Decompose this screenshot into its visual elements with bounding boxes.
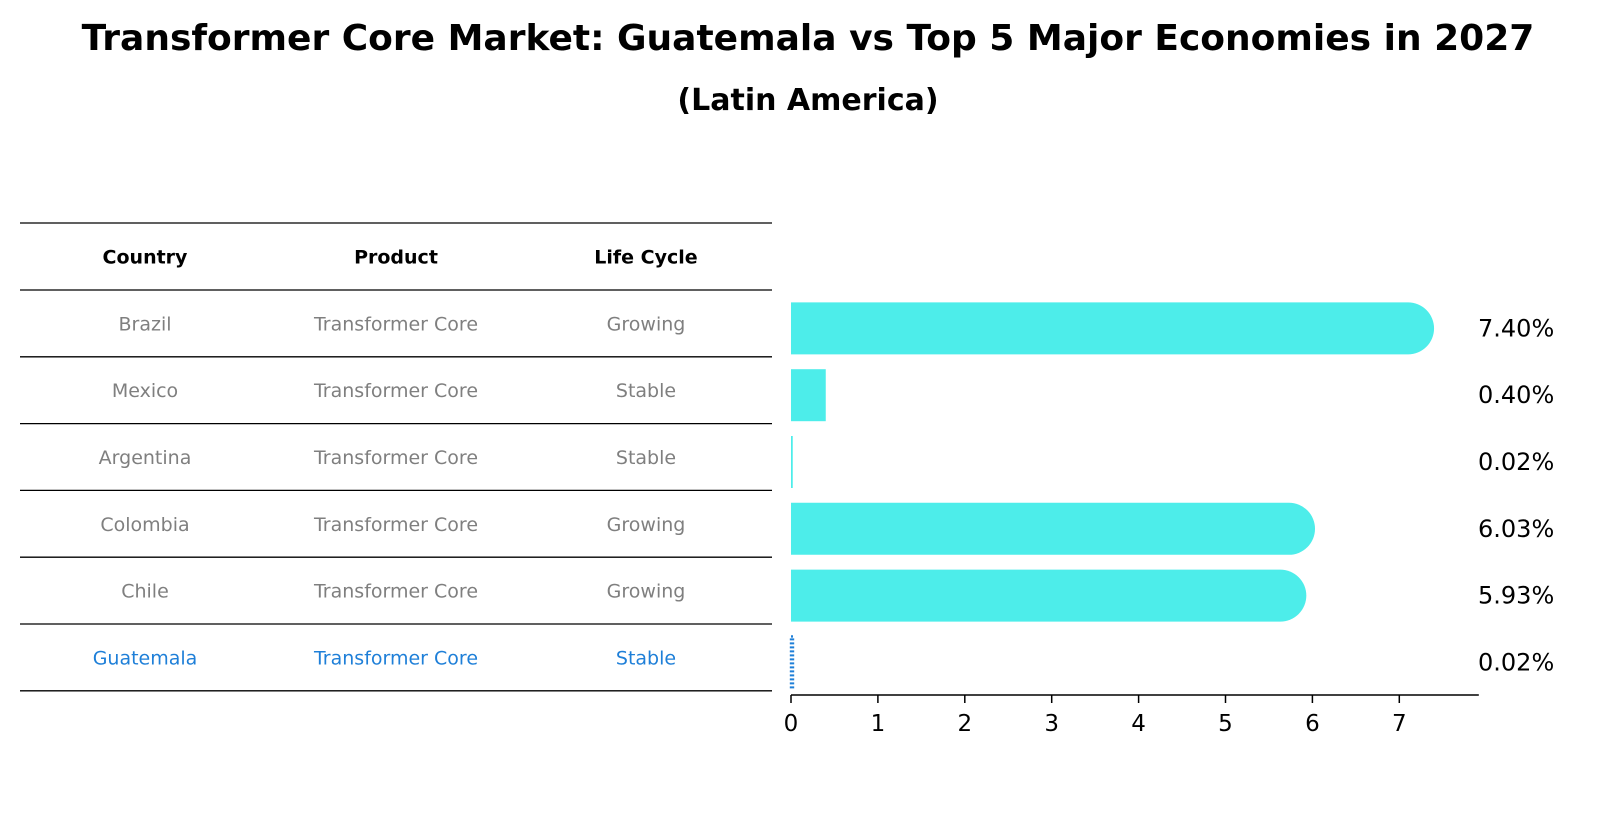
bar: [791, 569, 1307, 622]
cell-product: Transformer Core: [313, 514, 478, 536]
cell-life-cycle: Stable: [616, 447, 676, 469]
cell-product: Transformer Core: [313, 380, 478, 402]
bar: [791, 436, 793, 488]
cell-country: Guatemala: [93, 647, 198, 669]
cell-life-cycle: Stable: [616, 647, 676, 669]
chart-subtitle: (Latin America): [677, 83, 938, 118]
cell-country: Argentina: [99, 447, 192, 469]
chart-title: Transformer Core Market: Guatemala vs To…: [82, 18, 1535, 59]
cell-life-cycle: Growing: [607, 313, 686, 335]
cell-country: Mexico: [112, 380, 178, 402]
x-tick-label: 6: [1305, 711, 1320, 737]
column-header: Product: [354, 247, 438, 269]
x-tick-label: 7: [1392, 711, 1407, 737]
bar-value-label: 5.93%: [1478, 582, 1554, 610]
cell-life-cycle: Stable: [616, 380, 676, 402]
cell-life-cycle: Growing: [607, 514, 686, 536]
cell-country: Colombia: [100, 514, 189, 536]
bar-value-label: 0.40%: [1478, 381, 1554, 409]
bar: [791, 502, 1316, 555]
x-tick-label: 5: [1218, 711, 1233, 737]
bar-value-label: 0.02%: [1478, 648, 1554, 676]
cell-product: Transformer Core: [313, 447, 478, 469]
cell-life-cycle: Growing: [607, 581, 686, 603]
x-axis: 0 1 2 3 4 5 6 7: [784, 694, 1479, 737]
column-header: Country: [103, 247, 189, 269]
column-header: Life Cycle: [594, 247, 697, 269]
x-tick-label: 0: [784, 711, 799, 737]
bar: [791, 369, 826, 422]
bar: [789, 635, 795, 690]
cell-product: Transformer Core: [313, 647, 478, 669]
x-tick-label: 2: [957, 711, 972, 737]
bar-value-label: 0.02%: [1478, 448, 1554, 476]
data-table: Country Product Life Cycle Brazil Transforme…: [20, 222, 772, 692]
cell-country: Brazil: [118, 313, 171, 335]
x-tick-label: 4: [1131, 711, 1146, 737]
cell-product: Transformer Core: [313, 581, 478, 603]
bar-value-label: 7.40%: [1478, 314, 1554, 342]
bar: [791, 302, 1435, 355]
bar-value-label: 6.03%: [1478, 515, 1554, 543]
bar-series: 7.40% 0.40% 0.02% 6.03% 5.93% 0.02%: [789, 302, 1554, 690]
x-tick-label: 3: [1044, 711, 1059, 737]
cell-country: Chile: [121, 581, 169, 603]
cell-product: Transformer Core: [313, 313, 478, 335]
x-tick-label: 1: [871, 711, 886, 737]
